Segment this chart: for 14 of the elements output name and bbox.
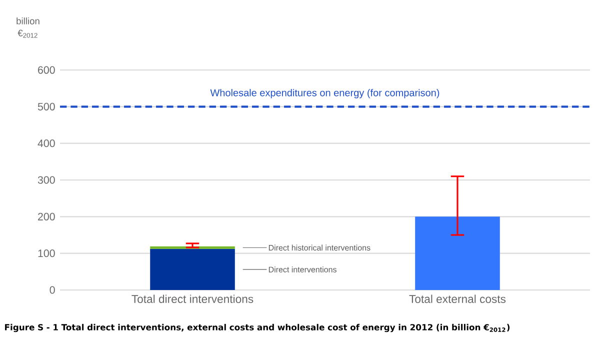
text: Direct interventions	[268, 266, 336, 272]
text: Direct historical interventions	[268, 244, 370, 251]
ref-line-label: Wholesale expenditures on energy (for comparison)	[210, 88, 440, 98]
text: Figure S - 1 Total direct interventions, external costs and wholesale cost of energy in 2012 (in billion €$_{2012}$)	[5, 324, 510, 332]
x-tick-label: Total direct interventions	[132, 294, 254, 304]
y-tick-label: 400	[38, 140, 55, 148]
y-tick-label: 600	[38, 66, 55, 74]
y-tick-label: 300	[38, 176, 55, 184]
y-tick-label: 0	[50, 286, 55, 294]
y-axis-title: billion €$_{2012}$	[16, 18, 40, 38]
y-tick-label: 100	[38, 250, 55, 258]
x-tick-label: Total external costs	[409, 294, 506, 304]
y-tick-label: 200	[38, 212, 55, 220]
y-tick-label: 500	[38, 102, 55, 110]
